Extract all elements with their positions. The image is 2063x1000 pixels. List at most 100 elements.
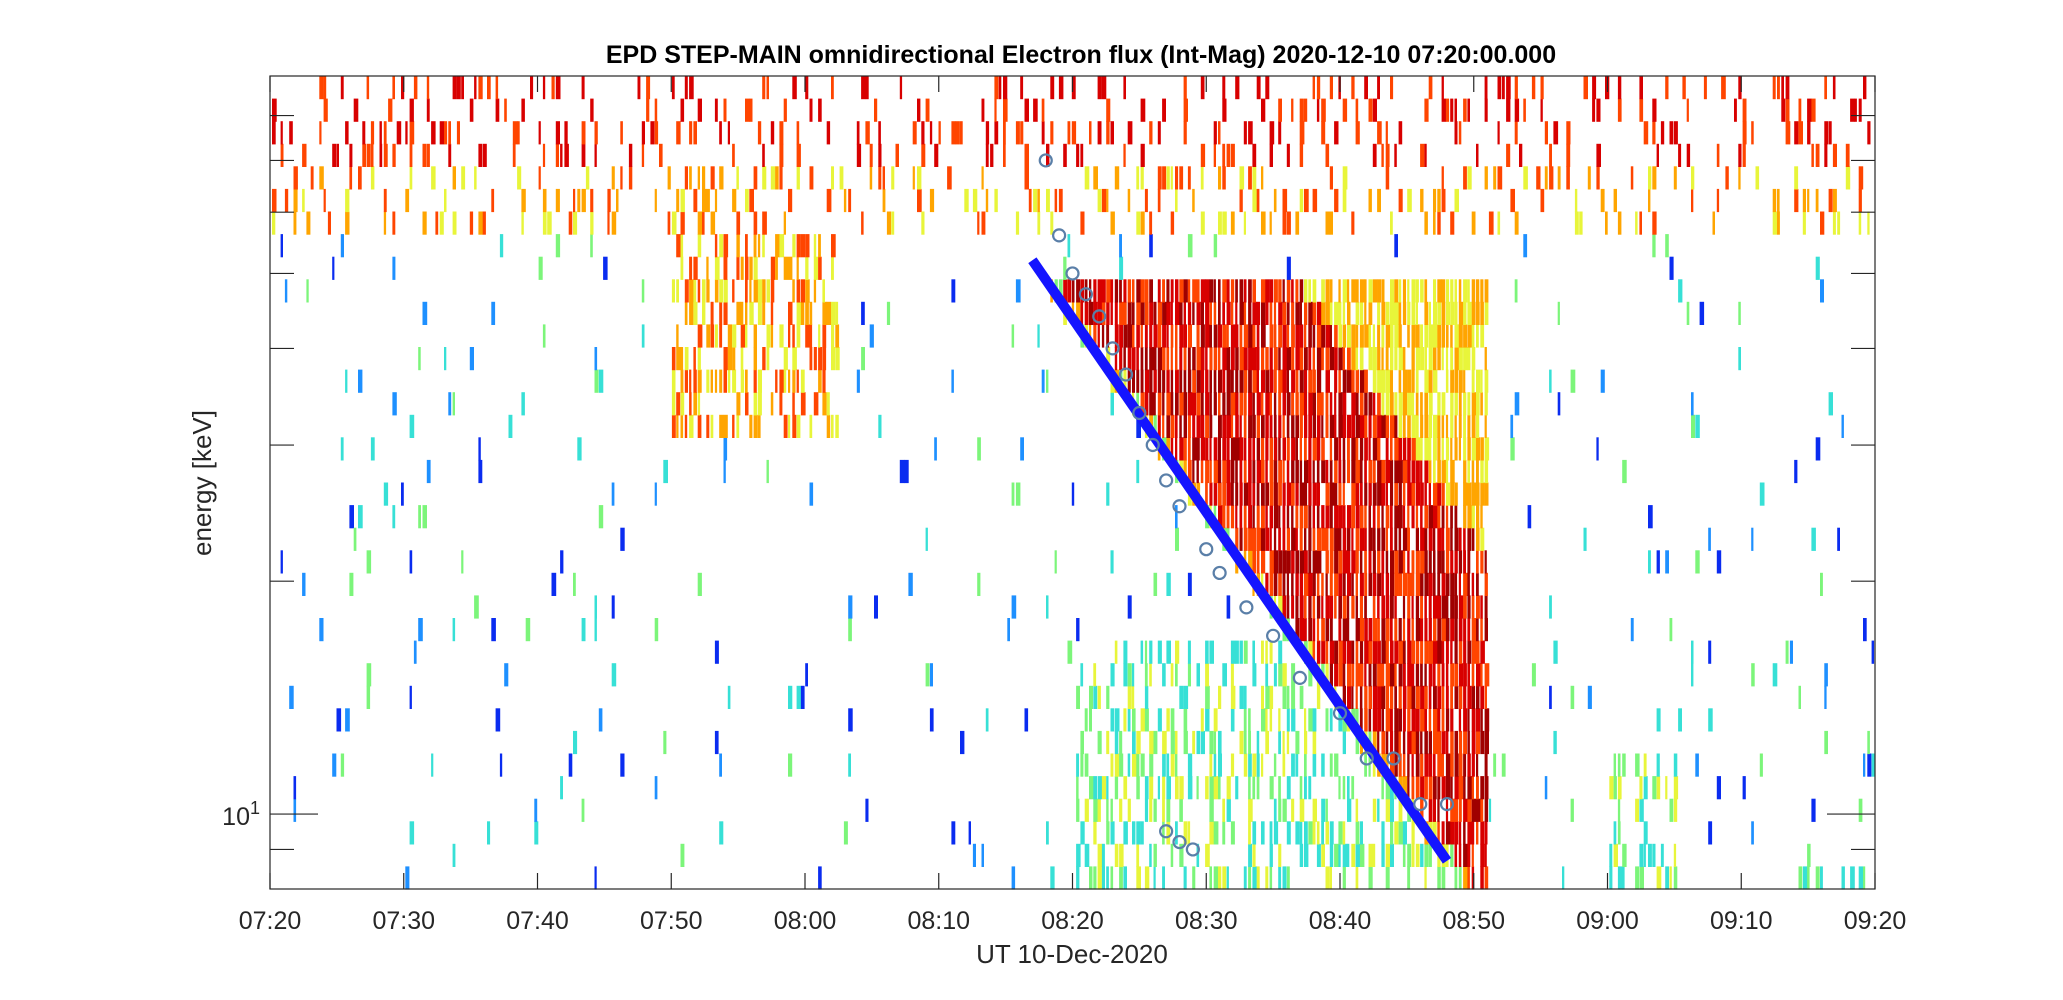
- heatmap-cell: [1200, 76, 1205, 100]
- heatmap-cell: [1157, 279, 1161, 303]
- heatmap-cell: [1574, 188, 1578, 213]
- heatmap-cell: [732, 369, 737, 393]
- heatmap-cell: [1372, 572, 1377, 596]
- heatmap-cell: [1136, 776, 1140, 800]
- heatmap-cell: [1097, 843, 1103, 867]
- heatmap-cell: [1282, 279, 1285, 303]
- heatmap-cell: [1807, 188, 1810, 213]
- heatmap-cell: [1824, 143, 1828, 167]
- heatmap-cell: [1394, 753, 1398, 777]
- heatmap-cell: [1355, 730, 1360, 755]
- heatmap-cell: [1411, 572, 1415, 596]
- heatmap-cell: [1673, 798, 1678, 822]
- heatmap-cell: [1329, 392, 1333, 416]
- heatmap-cell: [1368, 753, 1371, 777]
- heatmap-cell: [1222, 279, 1227, 303]
- heatmap-cell: [1381, 730, 1386, 755]
- heatmap-cell: [1523, 98, 1526, 122]
- heatmap-cell: [1192, 459, 1195, 484]
- heatmap-cell: [1312, 369, 1316, 393]
- heatmap-cell: [1364, 572, 1368, 596]
- heatmap-cell: [1140, 821, 1144, 845]
- heatmap-cell: [1574, 211, 1579, 235]
- heatmap-cell: [1222, 347, 1227, 371]
- heatmap-cell: [1205, 663, 1209, 687]
- heatmap-cell: [1837, 527, 1840, 551]
- heatmap-cell: [1196, 730, 1201, 755]
- heatmap-cell: [1480, 866, 1484, 890]
- heatmap-cell: [882, 188, 886, 213]
- heatmap-cell: [1394, 414, 1398, 438]
- heatmap-cell: [1652, 776, 1657, 800]
- heatmap-cell: [1433, 437, 1437, 461]
- heatmap-cell: [1230, 821, 1235, 845]
- heatmap-cell: [611, 595, 615, 619]
- heatmap-cell: [1282, 753, 1286, 777]
- heatmap-cell: [1600, 188, 1605, 213]
- heatmap-cell: [293, 188, 298, 213]
- onset-point: [1052, 228, 1067, 243]
- heatmap-cell: [968, 821, 971, 845]
- heatmap-cell: [1463, 843, 1468, 867]
- heatmap-cell: [280, 121, 283, 145]
- onset-point: [1145, 437, 1160, 453]
- heatmap-cell: [1476, 505, 1480, 529]
- heatmap-cell: [762, 143, 765, 167]
- heatmap-cell: [1273, 550, 1278, 574]
- heatmap-cell: [1046, 821, 1049, 845]
- heatmap-cell: [1454, 685, 1459, 709]
- heatmap-cell: [1351, 324, 1356, 348]
- heatmap-cell: [1433, 301, 1437, 325]
- heatmap-cell: [1381, 685, 1386, 709]
- heatmap-cell: [1312, 188, 1318, 213]
- heatmap-cell: [1364, 550, 1367, 574]
- heatmap-cell: [1359, 618, 1364, 642]
- heatmap-cell: [1390, 437, 1393, 461]
- heatmap-cell: [1200, 708, 1204, 732]
- heatmap-cell: [1037, 324, 1040, 348]
- heatmap-cell: [1355, 866, 1359, 890]
- heatmap-cell: [444, 188, 447, 213]
- heatmap-cell: [1282, 369, 1287, 393]
- heatmap-cell: [1093, 821, 1097, 845]
- heatmap-cell: [702, 166, 706, 190]
- heatmap-cell: [1708, 821, 1713, 845]
- heatmap-cell: [1811, 798, 1816, 822]
- heatmap-cell: [1299, 572, 1304, 596]
- heatmap-cell: [1867, 730, 1870, 755]
- heatmap-cell: [1794, 121, 1799, 145]
- heatmap-cell: [1114, 640, 1118, 664]
- heatmap-cell: [590, 211, 594, 235]
- heatmap-cell: [1334, 843, 1339, 867]
- heatmap-cell: [1166, 753, 1170, 777]
- heatmap-cell: [895, 143, 899, 167]
- heatmap-cell: [1372, 663, 1377, 687]
- heatmap-cell: [972, 188, 978, 213]
- heatmap-cell: [1372, 798, 1377, 822]
- heatmap-cell: [1308, 414, 1312, 438]
- heatmap-cell: [1471, 843, 1474, 867]
- heatmap-cell: [1463, 392, 1467, 416]
- heatmap-cell: [1433, 550, 1436, 574]
- heatmap-cell: [1691, 188, 1694, 213]
- heatmap-cell: [1239, 482, 1243, 506]
- heatmap-cell: [1252, 482, 1256, 506]
- heatmap-cell: [573, 730, 578, 755]
- heatmap-cell: [1463, 821, 1466, 845]
- heatmap-cell: [1097, 776, 1102, 800]
- heatmap-cell: [1269, 505, 1274, 529]
- heatmap-cell: [495, 76, 499, 100]
- heatmap-cell: [925, 663, 930, 687]
- heatmap-cell: [538, 166, 541, 190]
- heatmap-cell: [478, 143, 483, 167]
- heatmap-cell: [1467, 459, 1470, 484]
- heatmap-cell: [452, 392, 455, 416]
- heatmap-cell: [1119, 730, 1123, 755]
- heatmap-cell: [1445, 324, 1449, 348]
- heatmap-cell: [1243, 459, 1247, 484]
- heatmap-cell: [783, 98, 787, 122]
- heatmap-cell: [1256, 730, 1260, 755]
- heatmap-cell: [504, 663, 509, 687]
- heatmap-cell: [1484, 595, 1488, 619]
- heatmap-cell: [1028, 188, 1032, 213]
